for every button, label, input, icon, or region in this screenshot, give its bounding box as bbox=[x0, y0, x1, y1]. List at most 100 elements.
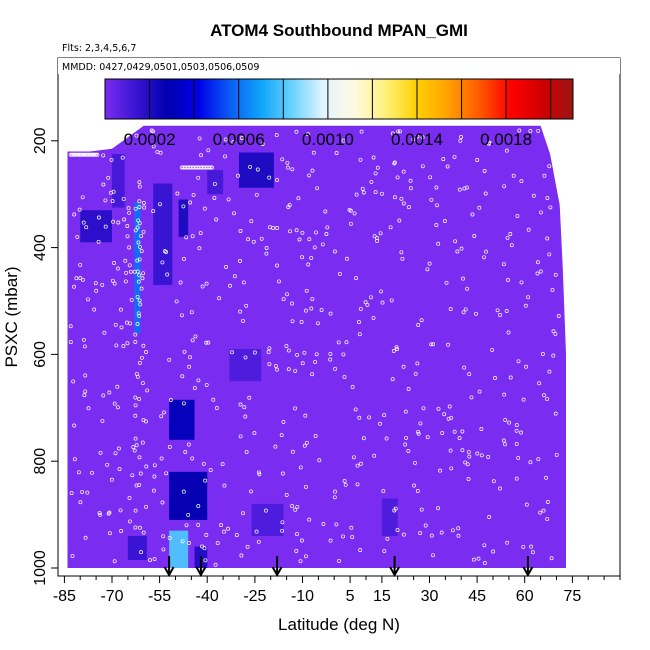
sample-point bbox=[135, 225, 140, 230]
colorbar-segment bbox=[555, 79, 558, 119]
colorbar-segment bbox=[276, 79, 279, 119]
sample-point bbox=[141, 530, 146, 535]
y-tick-label: 600 bbox=[32, 341, 49, 368]
sample-point bbox=[538, 269, 543, 274]
colorbar-segment bbox=[264, 79, 268, 119]
sample-point bbox=[254, 192, 259, 197]
sample-point bbox=[198, 231, 203, 236]
sample-point bbox=[457, 187, 462, 192]
concentration-cell bbox=[111, 154, 125, 208]
sample-point bbox=[68, 340, 73, 345]
colorbar-segment bbox=[452, 79, 455, 119]
sample-point bbox=[465, 286, 470, 291]
sample-point bbox=[112, 559, 117, 564]
sample-point bbox=[384, 436, 389, 441]
sample-point bbox=[536, 457, 541, 462]
sample-point bbox=[204, 382, 209, 387]
colorbar-segment bbox=[403, 79, 406, 119]
sample-point bbox=[267, 362, 272, 367]
sample-point bbox=[310, 168, 315, 173]
sample-point bbox=[390, 131, 395, 136]
concentration-cell bbox=[169, 530, 189, 568]
sample-point bbox=[102, 330, 107, 335]
colorbar-segment bbox=[489, 79, 492, 119]
sample-point bbox=[93, 281, 98, 286]
sample-point bbox=[395, 347, 400, 352]
colorbar-segment bbox=[563, 79, 566, 119]
sample-point bbox=[530, 550, 535, 555]
colorbar-segment bbox=[333, 79, 336, 119]
sample-point bbox=[392, 160, 397, 165]
colorbar-segment bbox=[354, 79, 357, 119]
colorbar-segment bbox=[364, 79, 367, 119]
sample-point bbox=[91, 152, 96, 157]
sample-point bbox=[369, 179, 374, 184]
colorbar-segment bbox=[385, 79, 389, 119]
sample-point bbox=[151, 144, 156, 149]
colorbar-segment bbox=[142, 79, 145, 119]
data-field bbox=[67, 125, 566, 569]
sample-point bbox=[320, 242, 325, 247]
sample-point bbox=[472, 234, 477, 238]
sample-point bbox=[77, 152, 82, 157]
sample-point bbox=[401, 364, 406, 369]
sample-point bbox=[141, 271, 146, 276]
colorbar-segment bbox=[372, 79, 375, 119]
colorbar-segment bbox=[251, 79, 254, 119]
x-tick-label: 30 bbox=[421, 588, 439, 605]
sample-point bbox=[321, 521, 326, 526]
sample-point bbox=[124, 320, 129, 325]
sample-point bbox=[501, 262, 506, 267]
colorbar-segment bbox=[177, 79, 180, 119]
sample-point bbox=[539, 210, 543, 215]
sample-point bbox=[319, 308, 324, 313]
sample-point bbox=[130, 473, 135, 478]
sample-point bbox=[137, 221, 142, 226]
sample-point bbox=[232, 211, 236, 216]
colorbar-segment bbox=[337, 79, 340, 119]
sample-point bbox=[107, 531, 112, 536]
colorbar-segment bbox=[397, 79, 400, 119]
colorbar-segment bbox=[179, 79, 182, 119]
sample-point bbox=[119, 529, 124, 533]
colorbar-segment bbox=[389, 79, 393, 119]
sample-point bbox=[103, 198, 108, 203]
sample-point bbox=[328, 357, 333, 362]
colorbar-segment bbox=[463, 79, 467, 119]
sample-point bbox=[275, 178, 279, 183]
sample-point bbox=[138, 302, 143, 307]
sample-point bbox=[337, 271, 342, 276]
colorbar-segment bbox=[498, 79, 502, 119]
colorbar-segment bbox=[188, 79, 192, 119]
sample-point bbox=[77, 207, 82, 212]
sample-point bbox=[183, 450, 188, 455]
data-field-fill bbox=[67, 125, 566, 569]
sample-point bbox=[243, 355, 248, 360]
sample-point bbox=[378, 231, 383, 236]
sample-point bbox=[523, 303, 528, 308]
colorbar-segment bbox=[557, 79, 560, 119]
sample-point bbox=[342, 374, 347, 379]
sample-point bbox=[137, 361, 142, 365]
sample-point bbox=[434, 185, 439, 190]
sample-point bbox=[448, 307, 453, 311]
sample-point bbox=[115, 266, 120, 271]
colorbar-segment bbox=[528, 79, 531, 119]
sample-point bbox=[238, 259, 242, 263]
colorbar-segment bbox=[541, 79, 545, 119]
sample-point bbox=[398, 129, 402, 134]
sample-point bbox=[200, 284, 205, 289]
sample-point bbox=[212, 181, 217, 186]
sample-point bbox=[535, 260, 540, 265]
sample-point bbox=[83, 389, 88, 394]
colorbar-segment bbox=[212, 79, 215, 119]
colorbar-segment bbox=[204, 79, 207, 119]
sample-point bbox=[98, 512, 103, 517]
sample-point bbox=[267, 346, 272, 351]
sample-point bbox=[503, 417, 508, 422]
sample-point bbox=[457, 436, 462, 441]
sample-point bbox=[401, 169, 406, 174]
concentration-cell bbox=[169, 399, 195, 440]
colorbar-segment bbox=[243, 79, 246, 119]
sample-point bbox=[257, 472, 262, 477]
